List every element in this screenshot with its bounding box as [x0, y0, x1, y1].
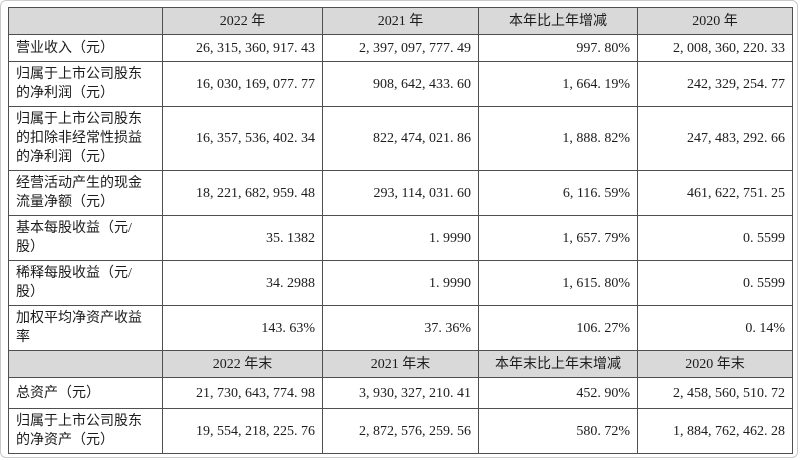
cell-cash-flow-2022: 18, 221, 682, 959. 48: [162, 170, 323, 216]
cell-excl-2022: 16, 357, 536, 402. 34: [162, 106, 323, 171]
cell-cash-flow-2021: 293, 114, 031. 60: [322, 170, 479, 216]
table-row-operating-cash-flow: 经营活动产生的现金 流量净额（元） 18, 221, 682, 959. 48 …: [8, 170, 793, 216]
cell-excl-2020: 247, 483, 292. 66: [637, 106, 793, 171]
row-label-net-profit-excl-nonrecurring: 归属于上市公司股东 的扣除非经常性损益 的净利润（元）: [8, 106, 163, 171]
table-row-net-profit: 归属于上市公司股东 的净利润（元） 16, 030, 169, 077. 77 …: [8, 61, 793, 107]
table-row-weighted-avg-roe: 加权平均净资产收益 率 143. 63% 37. 36% 106. 27% 0.…: [8, 305, 793, 351]
table-row-total-assets: 总资产（元） 21, 730, 643, 774. 98 3, 930, 327…: [8, 377, 793, 409]
col-header-2021: 2021 年: [322, 7, 479, 35]
cell-net-assets-2021: 2, 872, 576, 259. 56: [322, 408, 479, 454]
table-header-eoy: 2022 年末 2021 年末 本年末比上年末增减 2020 年末: [8, 350, 793, 378]
cell-net-assets-2022: 19, 554, 218, 225. 76: [162, 408, 323, 454]
cell-revenue-change: 997. 80%: [478, 34, 638, 62]
row-label-operating-cash-flow: 经营活动产生的现金 流量净额（元）: [8, 170, 163, 216]
col-header-2022: 2022 年: [162, 7, 323, 35]
col-header-2022-eoy: 2022 年末: [162, 350, 323, 378]
cell-roe-2022: 143. 63%: [162, 305, 323, 351]
table-row-net-profit-excl-nonrecurring: 归属于上市公司股东 的扣除非经常性损益 的净利润（元） 16, 357, 536…: [8, 106, 793, 171]
cell-basic-eps-2021: 1. 9990: [322, 215, 479, 261]
cell-roe-change: 106. 27%: [478, 305, 638, 351]
cell-excl-2021: 822, 474, 021. 86: [322, 106, 479, 171]
table-row-diluted-eps: 稀释每股收益（元/ 股） 34. 2988 1. 9990 1, 615. 80…: [8, 260, 793, 306]
cell-excl-change: 1, 888. 82%: [478, 106, 638, 171]
col-header-yoy-change: 本年比上年增减: [478, 7, 638, 35]
table-row-net-assets: 归属于上市公司股东 的净资产（元） 19, 554, 218, 225. 76 …: [8, 408, 793, 454]
corner-cell-eoy: [8, 350, 163, 378]
cell-net-assets-2020: 1, 884, 762, 462. 28: [637, 408, 793, 454]
cell-total-assets-2021: 3, 930, 327, 210. 41: [322, 377, 479, 409]
cell-total-assets-2022: 21, 730, 643, 774. 98: [162, 377, 323, 409]
cell-net-profit-2020: 242, 329, 254. 77: [637, 61, 793, 107]
cell-revenue-2022: 26, 315, 360, 917. 43: [162, 34, 323, 62]
col-header-2021-eoy: 2021 年末: [322, 350, 479, 378]
col-header-eoy-change: 本年末比上年末增减: [478, 350, 638, 378]
cell-revenue-2020: 2, 008, 360, 220. 33: [637, 34, 793, 62]
cell-cash-flow-2020: 461, 622, 751. 25: [637, 170, 793, 216]
row-label-net-profit: 归属于上市公司股东 的净利润（元）: [8, 61, 163, 107]
cell-net-assets-change: 580. 72%: [478, 408, 638, 454]
table-header-annual: 2022 年 2021 年 本年比上年增减 2020 年: [8, 7, 793, 35]
corner-cell-annual: [8, 7, 163, 35]
col-header-2020: 2020 年: [637, 7, 793, 35]
cell-net-profit-2022: 16, 030, 169, 077. 77: [162, 61, 323, 107]
cell-net-profit-change: 1, 664. 19%: [478, 61, 638, 107]
cell-roe-2021: 37. 36%: [322, 305, 479, 351]
cell-revenue-2021: 2, 397, 097, 777. 49: [322, 34, 479, 62]
cell-diluted-eps-change: 1, 615. 80%: [478, 260, 638, 306]
cell-diluted-eps-2022: 34. 2988: [162, 260, 323, 306]
cell-total-assets-2020: 2, 458, 560, 510. 72: [637, 377, 793, 409]
table-row-basic-eps: 基本每股收益（元/ 股） 35. 1382 1. 9990 1, 657. 79…: [8, 215, 793, 261]
table-row-revenue: 营业收入（元） 26, 315, 360, 917. 43 2, 397, 09…: [8, 34, 793, 62]
cell-diluted-eps-2021: 1. 9990: [322, 260, 479, 306]
row-label-revenue: 营业收入（元）: [8, 34, 163, 62]
row-label-basic-eps: 基本每股收益（元/ 股）: [8, 215, 163, 261]
cell-total-assets-change: 452. 90%: [478, 377, 638, 409]
cell-basic-eps-2020: 0. 5599: [637, 215, 793, 261]
cell-cash-flow-change: 6, 116. 59%: [478, 170, 638, 216]
cell-basic-eps-2022: 35. 1382: [162, 215, 323, 261]
row-label-net-assets: 归属于上市公司股东 的净资产（元）: [8, 408, 163, 454]
financial-summary-table-wrap: 2022 年 2021 年 本年比上年增减 2020 年 营业收入（元） 26,…: [8, 7, 793, 454]
cell-net-profit-2021: 908, 642, 433. 60: [322, 61, 479, 107]
row-label-total-assets: 总资产（元）: [8, 377, 163, 409]
row-label-weighted-avg-roe: 加权平均净资产收益 率: [8, 305, 163, 351]
financial-summary-table: 2022 年 2021 年 本年比上年增减 2020 年 营业收入（元） 26,…: [8, 7, 793, 454]
col-header-2020-eoy: 2020 年末: [637, 350, 793, 378]
cell-diluted-eps-2020: 0. 5599: [637, 260, 793, 306]
cell-roe-2020: 0. 14%: [637, 305, 793, 351]
cell-basic-eps-change: 1, 657. 79%: [478, 215, 638, 261]
row-label-diluted-eps: 稀释每股收益（元/ 股）: [8, 260, 163, 306]
